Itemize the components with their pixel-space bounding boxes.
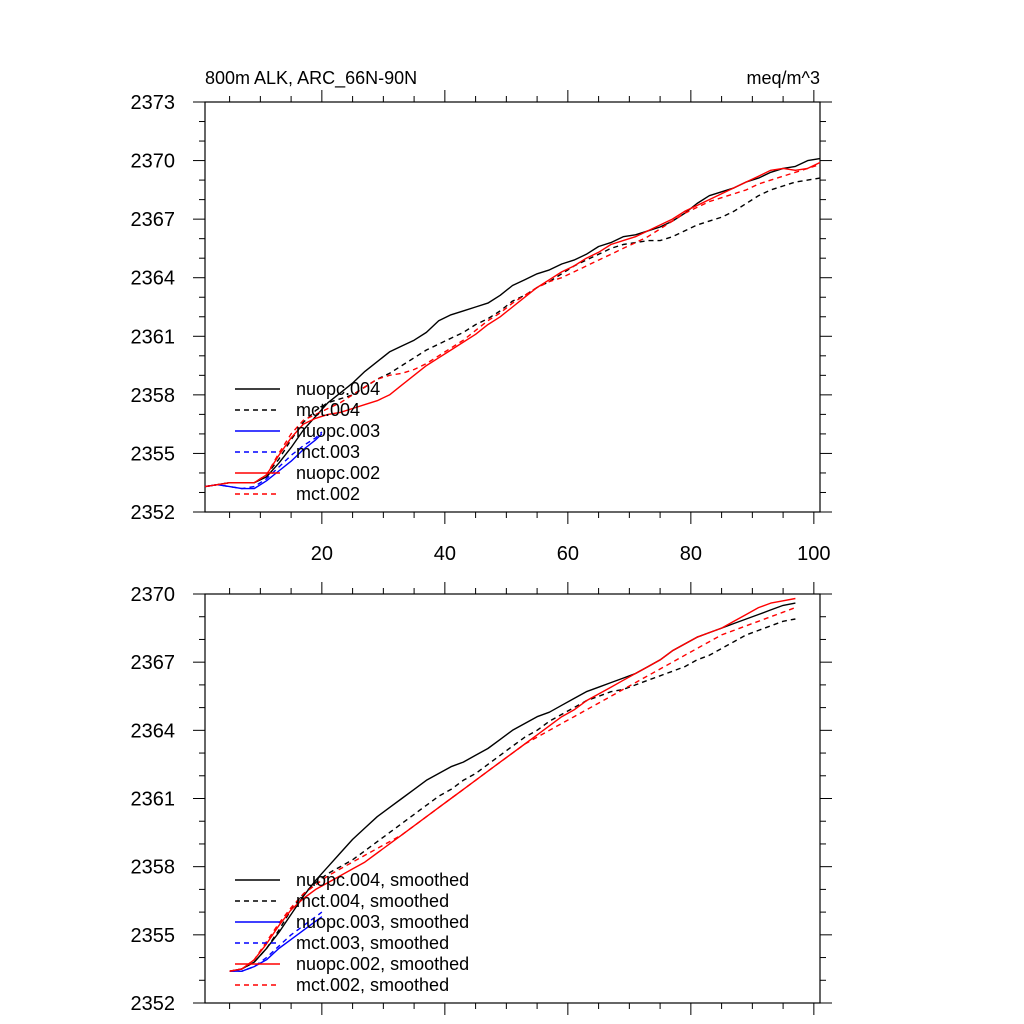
legend-label: nuopc.004, smoothed [296,870,469,890]
bottom-panel: 2352 2355 2358 2361 2364 2367 2370 nuopc.004, s… [131,582,832,1015]
y-tick-label: 2364 [131,268,176,290]
y-tick-label: 2373 [131,92,176,114]
y-tick-label: 2355 [131,443,176,465]
y-tick-label: 2370 [131,584,176,606]
y-tick-label: 2367 [131,209,176,231]
top-panel: 800m ALK, ARC_66N-90N meq/m^3 2352 2355 23… [131,68,832,565]
series-line-mct-003 [204,431,323,490]
series-line-nuopc-002 [204,161,821,488]
series-line-mct-004-smoothed [229,618,796,972]
panel-title-right: meq/m^3 [747,68,820,88]
legend-label: nuopc.002 [296,463,380,483]
series-line-nuopc-004 [204,157,821,488]
panel-title-left: 800m ALK, ARC_66N-90N [205,68,417,89]
legend-label: mct.003 [296,442,360,462]
legend-label: mct.004, smoothed [296,891,449,911]
x-tick-label: 60 [557,543,579,565]
x-tick-label: 20 [311,543,333,565]
y-tick-label: 2361 [131,326,176,348]
x-tick-label: 80 [680,543,702,565]
series-line-mct-002 [204,163,821,488]
plot-frame [204,101,821,513]
y-tick-label: 2355 [131,925,176,947]
y-tick-label: 2352 [131,993,176,1015]
legend-label: mct.002, smoothed [296,975,449,995]
y-tick-label: 2367 [131,652,176,674]
x-tick-label: 100 [797,543,830,565]
legend-label: mct.002 [296,484,360,504]
y-tick-label: 2358 [131,385,176,407]
y-tick-label: 2361 [131,789,176,811]
y-tick-label: 2358 [131,857,176,879]
legend-label: mct.003, smoothed [296,933,449,953]
series-line-mct-004 [204,177,821,488]
legend-label: nuopc.002, smoothed [296,954,469,974]
series-line-nuopc-003-smoothed [229,916,323,972]
legend-label: mct.004 [296,400,360,420]
legend-label: nuopc.003, smoothed [296,912,469,932]
y-tick-label: 2370 [131,151,176,173]
legend-label: nuopc.003 [296,421,380,441]
legend-label: nuopc.004 [296,379,380,399]
y-tick-label: 2364 [131,720,176,742]
x-tick-label: 40 [434,543,456,565]
series-line-mct-003-smoothed [229,911,323,972]
y-tick-label: 2352 [131,502,176,524]
series-line-mct-002-smoothed [229,606,796,972]
